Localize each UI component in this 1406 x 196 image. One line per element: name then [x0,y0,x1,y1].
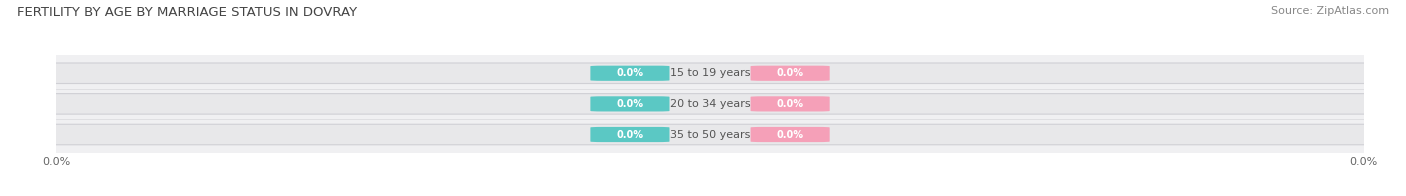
FancyBboxPatch shape [591,66,669,81]
Text: 0.0%: 0.0% [616,99,644,109]
Text: FERTILITY BY AGE BY MARRIAGE STATUS IN DOVRAY: FERTILITY BY AGE BY MARRIAGE STATUS IN D… [17,6,357,19]
FancyBboxPatch shape [591,96,669,112]
FancyBboxPatch shape [591,127,669,142]
Text: 0.0%: 0.0% [776,99,804,109]
Text: 0.0%: 0.0% [776,130,804,140]
Text: 0.0%: 0.0% [776,68,804,78]
Text: 0.0%: 0.0% [616,68,644,78]
FancyBboxPatch shape [751,66,830,81]
Text: 20 to 34 years: 20 to 34 years [669,99,751,109]
FancyBboxPatch shape [39,124,1381,145]
Text: 0.0%: 0.0% [616,130,644,140]
FancyBboxPatch shape [39,94,1381,114]
Text: 15 to 19 years: 15 to 19 years [669,68,751,78]
FancyBboxPatch shape [39,63,1381,83]
FancyBboxPatch shape [751,127,830,142]
FancyBboxPatch shape [751,96,830,112]
Text: Source: ZipAtlas.com: Source: ZipAtlas.com [1271,6,1389,16]
Text: 35 to 50 years: 35 to 50 years [669,130,751,140]
